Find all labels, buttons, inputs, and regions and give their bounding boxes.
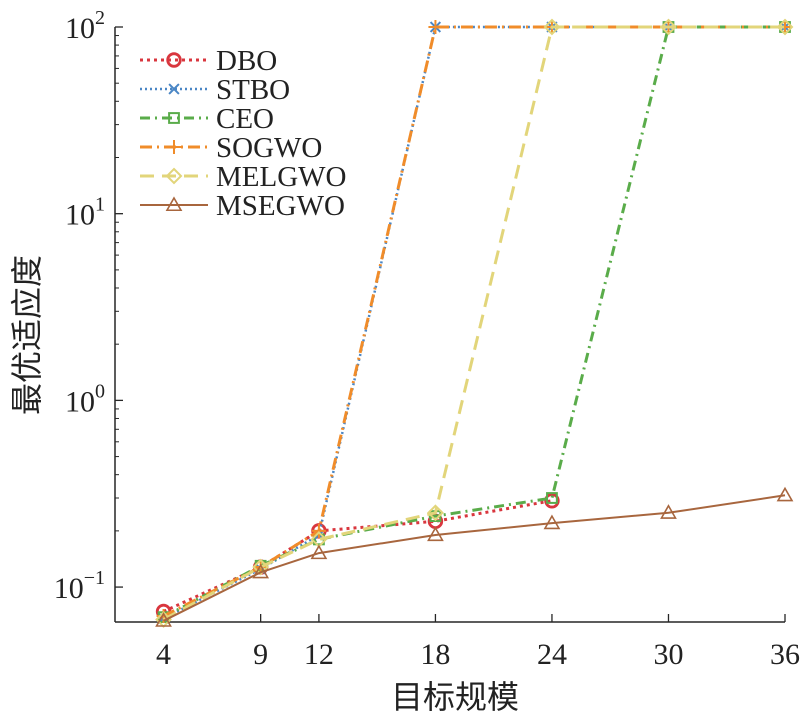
marker-square <box>168 112 180 124</box>
legend-label: SOGWO <box>216 132 322 164</box>
marker-square <box>546 492 558 504</box>
marker-triangle <box>155 612 172 627</box>
marker-triangle <box>252 563 270 579</box>
x-tick-label: 36 <box>770 638 800 671</box>
x-tick-label: 18 <box>420 638 450 671</box>
x-tick-label: 24 <box>537 638 567 671</box>
marker-plus <box>167 140 181 154</box>
marker-diamond <box>427 504 444 522</box>
legend-item-melgwo: MELGWO <box>140 161 346 193</box>
x-tick-label: 9 <box>253 638 268 671</box>
y-tick-label: 101 <box>65 194 105 232</box>
legend-label: MELGWO <box>216 161 346 193</box>
marker-diamond <box>776 18 794 36</box>
legend-label: CEO <box>216 103 274 135</box>
marker-triangle <box>660 504 677 519</box>
legend-label: DBO <box>216 45 277 77</box>
marker-triangle <box>776 486 794 502</box>
marker-diamond <box>660 18 677 36</box>
x-tick-label: 4 <box>156 638 171 671</box>
legend-label: MSEGWO <box>216 190 345 222</box>
y-tick-label: 100 <box>65 380 105 418</box>
legend-item-stbo: STBO <box>140 74 290 106</box>
legend-item-dbo: DBO <box>140 45 277 77</box>
legend-item-msegwo: MSEGWO <box>140 190 345 222</box>
series-dbo <box>155 493 560 620</box>
y-axis-label: 最优适应度 <box>9 255 45 415</box>
legend-label: STBO <box>216 74 290 106</box>
marker-triangle <box>165 196 183 212</box>
marker-triangle <box>543 514 561 530</box>
marker-triangle <box>427 526 444 542</box>
legend-item-ceo: CEO <box>140 103 274 135</box>
marker-x <box>168 83 180 95</box>
marker-circle <box>166 52 182 68</box>
marker-triangle <box>310 544 328 560</box>
marker-diamond <box>165 167 183 185</box>
y-tick-label: 10−1 <box>54 567 105 605</box>
x-tick-label: 12 <box>304 638 334 671</box>
marker-circle <box>544 493 560 509</box>
axes: 4 9 12 18 24 30 36 10−1 100 101 102 <box>54 7 800 671</box>
marker-diamond <box>252 558 270 576</box>
marker-plus <box>311 523 326 538</box>
series-melgwo <box>155 18 794 628</box>
series-line-dbo <box>162 499 553 613</box>
y-tick-label: 102 <box>65 7 105 45</box>
series-line-melgwo <box>162 25 785 621</box>
marker-diamond <box>543 18 561 36</box>
series-layer <box>155 18 794 628</box>
x-axis-label: 目标规模 <box>391 679 519 715</box>
series-line-msegwo <box>163 494 786 622</box>
series-msegwo <box>155 486 794 627</box>
x-tick-label: 30 <box>653 638 683 671</box>
legend-item-sogwo: SOGWO <box>140 132 322 164</box>
marker-plus <box>428 20 443 34</box>
